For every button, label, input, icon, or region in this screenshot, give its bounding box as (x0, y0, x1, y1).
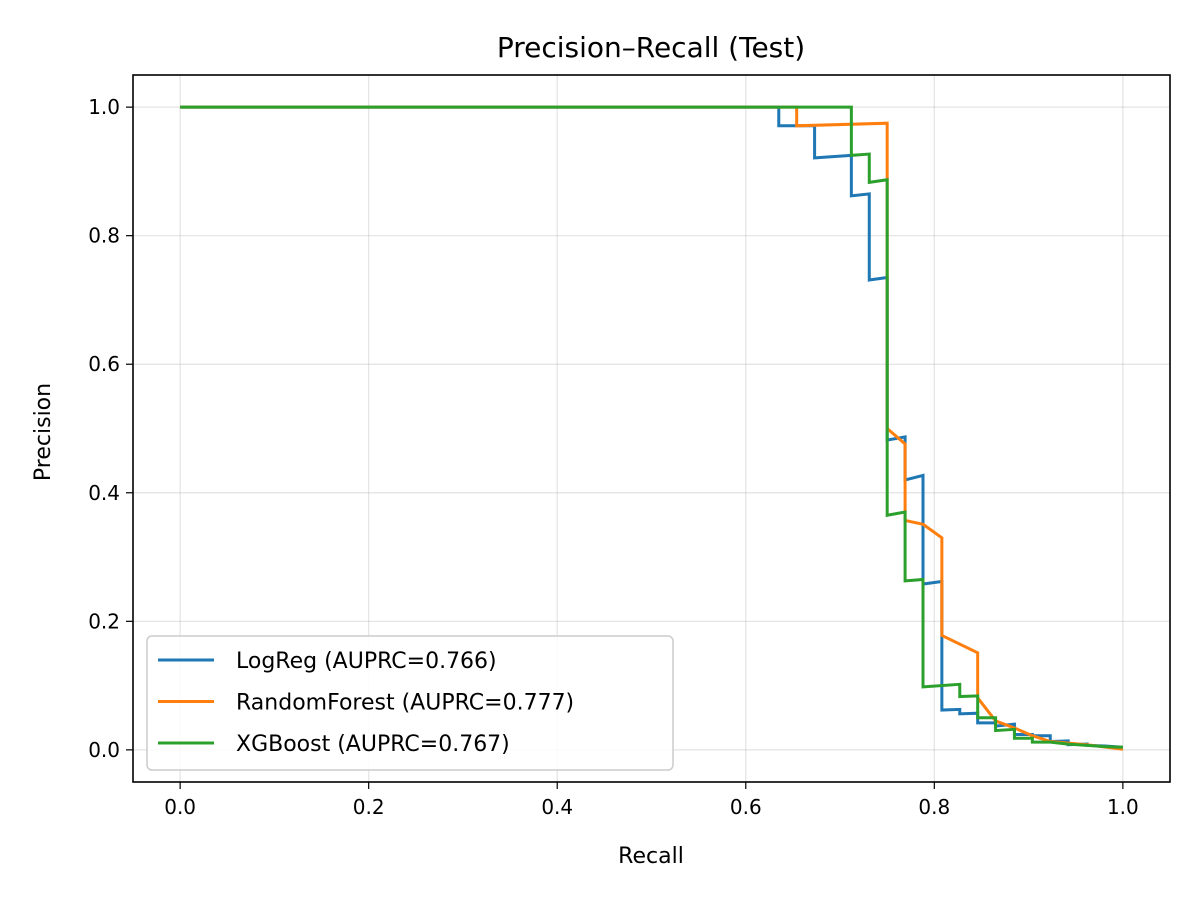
x-tick-label: 0.4 (541, 795, 573, 819)
y-tick-label: 0.8 (88, 224, 120, 248)
chart-title: Precision–Recall (Test) (497, 31, 805, 64)
axis-ticks: 0.0 0.2 0.4 0.6 0.8 1.0 0.0 0.2 0.4 0.6 0.8 1.0 (88, 95, 1139, 819)
x-tick-label: 0.0 (164, 795, 196, 819)
y-axis-label: Precision (31, 383, 56, 481)
y-tick-label: 1.0 (88, 95, 120, 119)
plot-frame (132, 74, 1171, 783)
y-tick-label: 0.0 (88, 738, 120, 762)
x-tick-label: 0.2 (353, 795, 385, 819)
x-axis-label: Recall (618, 844, 684, 869)
legend: LogReg (AUPRC=0.766) RandomForest (AUPRC=… (146, 635, 674, 771)
legend-box (146, 635, 674, 771)
legend-label: XGBoost (AUPRC=0.767) (236, 732, 510, 757)
y-tick-label: 0.2 (88, 609, 120, 633)
series-line-xgboost (180, 105, 1123, 749)
y-tick-label: 0.4 (88, 481, 120, 505)
x-tick-label: 0.8 (918, 795, 950, 819)
x-tick-label: 1.0 (1107, 795, 1139, 819)
legend-label: LogReg (AUPRC=0.766) (236, 649, 497, 674)
y-tick-label: 0.6 (88, 352, 120, 376)
series-line-randomforest (180, 105, 1124, 751)
legend-label: RandomForest (AUPRC=0.777) (236, 691, 574, 716)
series-lines (180, 105, 1124, 751)
x-tick-label: 0.6 (730, 795, 762, 819)
